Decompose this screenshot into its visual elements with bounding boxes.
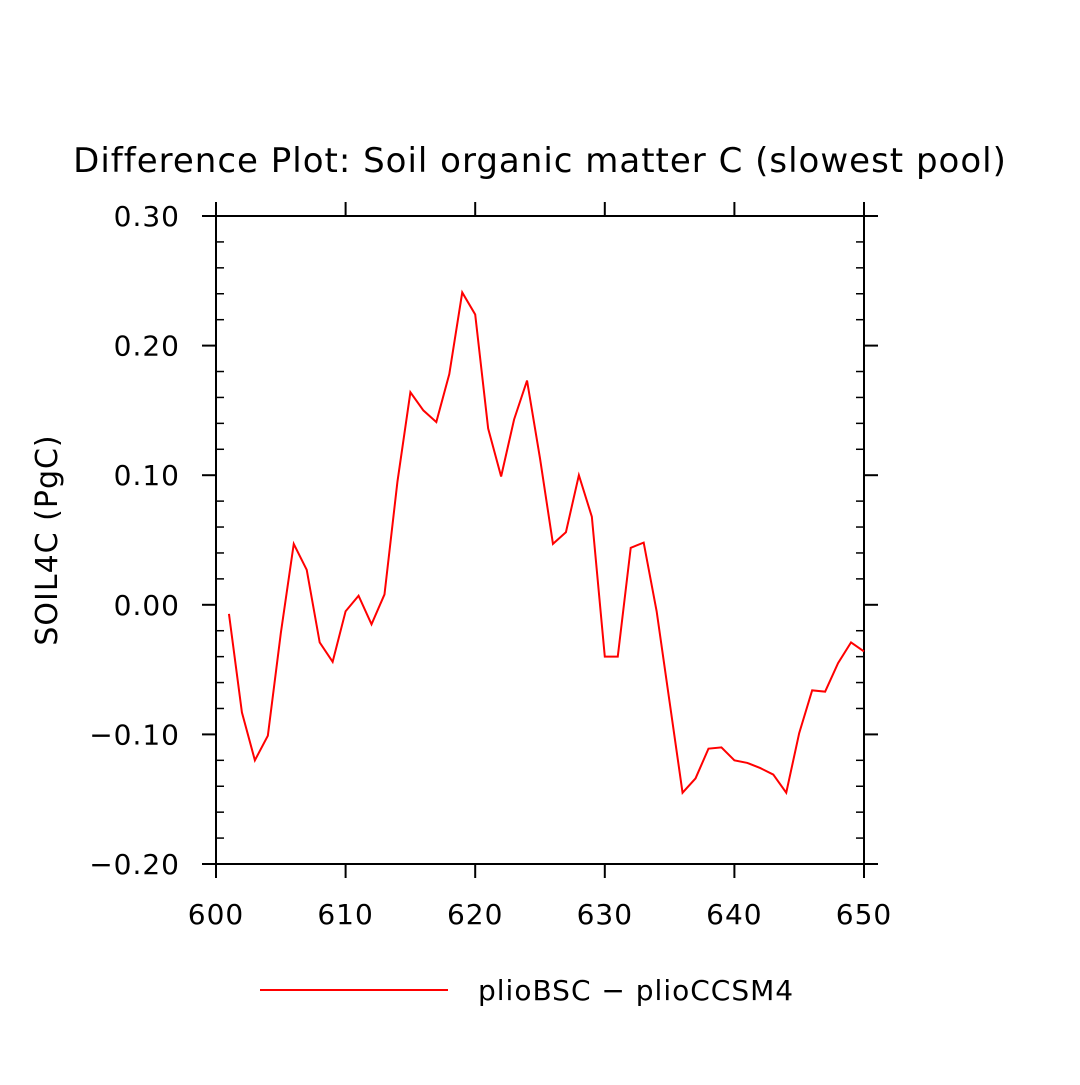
axis-ticks <box>202 202 878 878</box>
y-tick-label: 0.00 <box>114 589 180 622</box>
x-tick-label: 600 <box>188 898 244 931</box>
x-tick-label: 650 <box>836 898 892 931</box>
y-tick-label: −0.10 <box>89 718 180 751</box>
series-layer <box>227 289 865 796</box>
y-tick-label: −0.20 <box>89 848 180 881</box>
y-tick-label: 0.30 <box>114 200 180 233</box>
y-tick-label: 0.10 <box>114 459 180 492</box>
legend-label: plioBSC − plioCCSM4 <box>478 974 794 1007</box>
x-tick-label: 640 <box>706 898 762 931</box>
x-tick-label: 630 <box>577 898 633 931</box>
legend: plioBSC − plioCCSM4 <box>260 974 794 1007</box>
x-tick-label: 610 <box>317 898 373 931</box>
y-tick-label: 0.20 <box>114 330 180 363</box>
y-axis-label: SOIL4C (PgC) <box>30 434 65 645</box>
chart-title: Difference Plot: Soil organic matter C (… <box>73 141 1007 181</box>
x-tick-label: 620 <box>447 898 503 931</box>
plot-frame <box>215 215 865 865</box>
series-line <box>227 289 865 796</box>
tick-labels: 600 610 620 630 640 650 −0.20 −0.10 0.00 0.10 0.20… <box>89 200 892 931</box>
